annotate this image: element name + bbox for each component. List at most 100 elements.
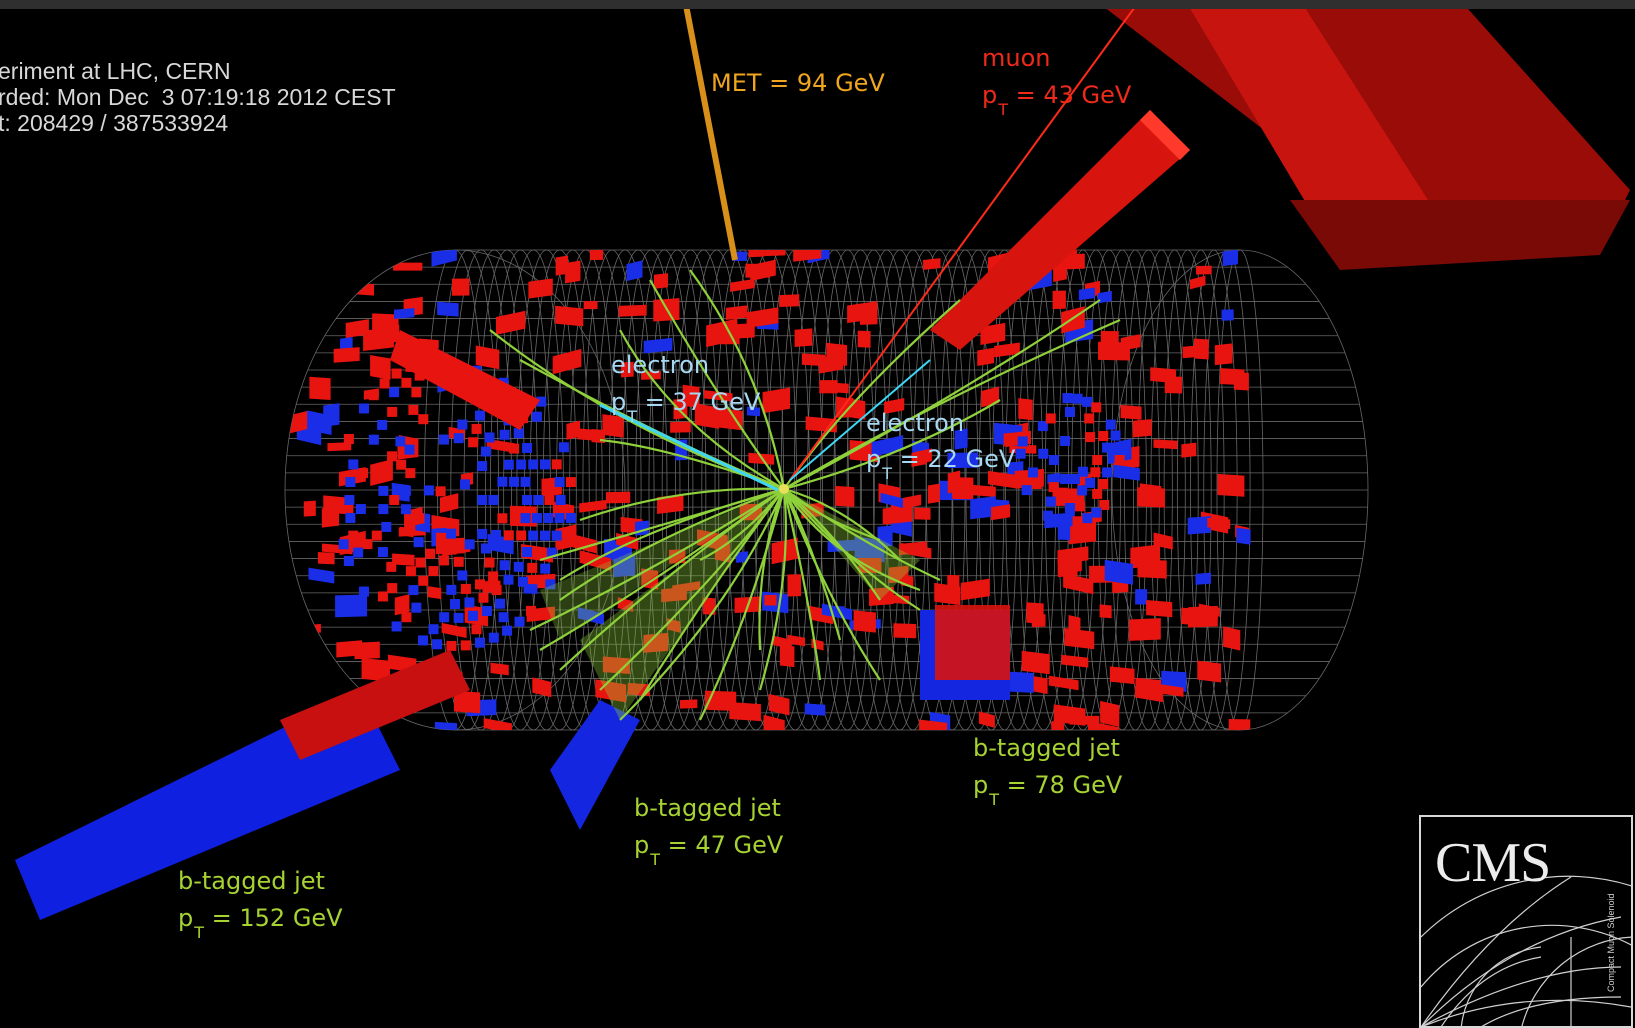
endcap-cell xyxy=(478,592,489,603)
calo-cell xyxy=(478,213,499,231)
calo-cell xyxy=(1140,904,1152,927)
calo-cell xyxy=(859,304,878,325)
endcap-cell xyxy=(1084,413,1095,424)
calo-cell xyxy=(706,318,738,348)
vertex xyxy=(779,484,789,494)
jet-1-label: b-tagged jet xyxy=(178,867,325,895)
calo-cell xyxy=(532,677,552,698)
endcap-cell xyxy=(389,495,400,505)
endcap-cell xyxy=(477,495,488,505)
endcap-cell xyxy=(551,459,562,470)
electron-2-label: electron xyxy=(866,409,965,437)
endcap-cell xyxy=(545,579,556,590)
endcap-cell xyxy=(490,529,501,540)
calo-cell xyxy=(973,905,999,920)
endcap-cell xyxy=(467,610,478,621)
calo-cell xyxy=(707,743,737,761)
endcap-cell xyxy=(509,443,520,454)
endcap-cell xyxy=(348,530,359,541)
calo-cell xyxy=(1236,184,1251,202)
endcap-cell xyxy=(1105,419,1116,430)
calo-cell xyxy=(746,406,760,417)
calo-cell xyxy=(431,250,457,267)
calo-cell xyxy=(668,880,687,895)
grid-ring xyxy=(463,249,525,731)
endcap-cell xyxy=(558,442,569,453)
calo-cell xyxy=(768,693,790,716)
calo-cell xyxy=(577,607,604,625)
endcap-cell xyxy=(428,566,439,577)
jet-cone-3 xyxy=(784,489,920,600)
endcap-cell xyxy=(471,624,482,635)
calo-cell xyxy=(1097,807,1117,818)
endcap-cell xyxy=(1060,474,1071,485)
endcap-cell xyxy=(1072,516,1083,527)
endcap-cell xyxy=(1045,413,1056,424)
calo-cell xyxy=(1196,265,1212,275)
endcap-cell xyxy=(488,632,499,643)
calo-cell xyxy=(1207,768,1229,791)
calo-cell xyxy=(1065,319,1081,331)
endcap-cell xyxy=(488,571,499,582)
jet-2-pt-label: pT = 47 GeV xyxy=(634,831,784,869)
endcap-cell xyxy=(520,476,531,487)
grid-ring xyxy=(648,249,707,731)
window-top-bar xyxy=(0,0,1635,9)
calo-cell xyxy=(923,258,941,270)
calo-cell xyxy=(994,342,1020,358)
calo-cell xyxy=(1183,165,1200,177)
calo-cell xyxy=(368,787,396,805)
event-info-line-1: eriment at LHC, CERN xyxy=(0,58,231,84)
calo-cell xyxy=(452,278,470,296)
calo-cell xyxy=(1097,290,1112,304)
calo-cell xyxy=(1018,398,1033,421)
muon-chamber-blocks xyxy=(1095,0,1630,270)
endcap-cell xyxy=(438,555,449,566)
event-info-line-3: t: 208429 / 387533924 xyxy=(0,110,229,136)
calo-cell xyxy=(661,586,687,603)
calo-cell xyxy=(475,345,500,370)
calo-cell xyxy=(528,278,553,299)
endcap-cell xyxy=(1060,435,1071,446)
calo-cell xyxy=(763,714,785,730)
endcap-cell xyxy=(1065,407,1075,417)
endcap-cell xyxy=(475,410,486,421)
calo-cell xyxy=(956,893,970,912)
endcap-cell xyxy=(404,444,415,455)
grid-ring xyxy=(820,249,875,731)
calo-cell xyxy=(958,830,973,854)
calo-cell xyxy=(1207,517,1231,529)
endcap-cell xyxy=(503,574,514,585)
track xyxy=(699,488,785,561)
calo-cell xyxy=(1159,184,1187,203)
calo-cell xyxy=(1132,419,1152,438)
calo-cell xyxy=(567,172,585,186)
calo-cell xyxy=(490,662,509,676)
calo-cell xyxy=(333,347,360,363)
endcap-cell xyxy=(395,436,406,447)
grid-ring xyxy=(450,249,512,731)
endcap-cell xyxy=(551,530,562,541)
endcap-cell xyxy=(446,584,457,595)
calo-cell xyxy=(1068,614,1081,635)
calo-cell xyxy=(483,718,512,730)
grid-ring xyxy=(1124,249,1173,731)
calo-cell xyxy=(1137,559,1167,579)
calo-cell xyxy=(1187,516,1211,535)
calo-cell xyxy=(913,448,932,466)
calo-cell xyxy=(1154,683,1184,697)
calo-cell xyxy=(818,353,844,374)
endcap-cell xyxy=(1098,479,1109,489)
endcap-cell xyxy=(522,495,532,505)
grid-ring xyxy=(635,249,694,731)
calo-cell xyxy=(465,776,478,799)
calo-cell xyxy=(495,310,526,335)
calo-cell xyxy=(1117,215,1136,230)
calo-cell xyxy=(1099,604,1112,619)
calo-cell xyxy=(996,815,1016,839)
endcap-cell xyxy=(1037,421,1048,432)
electron-track-2 xyxy=(789,359,931,481)
endcap-cell xyxy=(497,476,508,487)
jet-2-label: b-tagged jet xyxy=(634,794,781,822)
calo-cell xyxy=(1214,343,1233,366)
